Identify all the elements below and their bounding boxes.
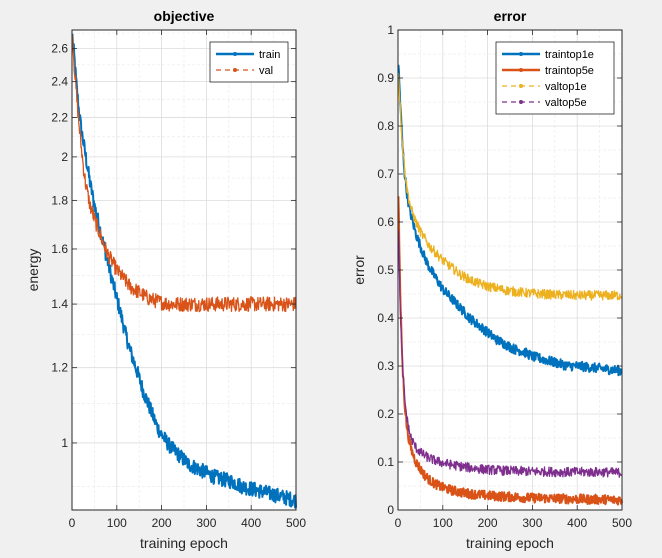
x-tick-label: 0: [69, 516, 76, 530]
chart-title: error: [494, 8, 527, 24]
legend: train val: [209, 41, 289, 83]
legend-label: val: [259, 65, 273, 77]
y-tick-label: 1.8: [51, 193, 68, 207]
series-group: [71, 33, 297, 509]
x-tick-label: 100: [433, 516, 453, 530]
legend-item: traintop5e: [502, 65, 594, 77]
y-tick-label: 0.5: [377, 263, 394, 277]
grid: [71, 30, 297, 510]
legend-label: valtop1e: [545, 81, 587, 93]
y-tick-label: 0.3: [377, 359, 394, 373]
series-line-traintop5e: [397, 196, 623, 506]
y-tick-label: 0.1: [377, 455, 394, 469]
y-tick-label: 1: [61, 436, 68, 450]
legend-item: traintop1e: [502, 49, 594, 61]
legend-marker: [519, 68, 523, 72]
chart-title: objective: [154, 8, 215, 24]
legend-item: valtop5e: [502, 97, 587, 109]
y-tick-label: 0.7: [377, 167, 394, 181]
series-line-traintop1e: [397, 64, 623, 377]
y-tick-label: 1.2: [51, 361, 68, 375]
axes-0: 0 100 200 300 400 500 1 1.2 1.4 1.6 1.8 2 2.2 2.4 2.6 o…: [25, 8, 306, 551]
legend: traintop1e traintop5e valtop1e valtop5e: [495, 41, 615, 115]
y-tick-label: 1.4: [51, 297, 68, 311]
y-tick-label: 2.2: [51, 111, 68, 125]
x-axis-label: training epoch: [466, 535, 554, 551]
x-tick-label: 500: [612, 516, 632, 530]
legend-label: valtop5e: [545, 97, 587, 109]
series-group: [397, 64, 623, 506]
y-tick-label: 2.4: [51, 75, 68, 89]
x-tick-label: 200: [152, 516, 172, 530]
legend-marker: [233, 52, 237, 56]
legend-box: [209, 41, 289, 83]
x-tick-label: 200: [478, 516, 498, 530]
legend-label: traintop5e: [545, 65, 594, 77]
legend-label: train: [259, 49, 280, 61]
y-tick-label: 2: [61, 150, 68, 164]
series-line-train: [71, 33, 297, 509]
legend-item: val: [216, 65, 273, 77]
series-line-valtop5e: [397, 230, 623, 478]
legend-marker: [233, 68, 237, 72]
y-tick-label: 0.9: [377, 71, 394, 85]
legend-marker: [519, 52, 523, 56]
y-tick-label: 0.6: [377, 215, 394, 229]
y-tick-label: 1: [387, 23, 394, 37]
x-tick-label: 400: [241, 516, 261, 530]
series-line-valtop1e: [397, 72, 623, 301]
ticks: 0 100 200 300 400 500 1 1.2 1.4 1.6 1.8 2 2.2 2.4 2.6: [51, 30, 306, 530]
x-tick-label: 500: [286, 516, 306, 530]
x-tick-label: 100: [107, 516, 127, 530]
x-tick-label: 400: [567, 516, 587, 530]
x-axis-label: training epoch: [140, 535, 228, 551]
axes-1: 0 100 200 300 400 500 0 0.1 0.2 0.3 0.4 0.5 0.6 0.7 0.…: [351, 8, 632, 551]
legend-label: traintop1e: [545, 49, 594, 61]
legend-marker: [519, 100, 523, 104]
x-tick-label: 300: [522, 516, 542, 530]
series-line-val: [71, 34, 297, 313]
legend-marker: [519, 84, 523, 88]
y-axis-label: energy: [25, 249, 41, 292]
y-tick-label: 0.2: [377, 407, 394, 421]
ticks: 0 100 200 300 400 500 0 0.1 0.2 0.3 0.4 0.5 0.6 0.7 0.…: [377, 23, 632, 530]
x-tick-label: 300: [196, 516, 216, 530]
y-axis-label: error: [351, 255, 367, 285]
axes-box: [71, 29, 297, 511]
y-tick-label: 1.6: [51, 242, 68, 256]
y-tick-label: 0.8: [377, 119, 394, 133]
y-tick-label: 0.4: [377, 311, 394, 325]
legend-item: train: [216, 49, 280, 61]
x-tick-label: 0: [395, 516, 402, 530]
y-tick-label: 2.6: [51, 42, 68, 56]
y-tick-label: 0: [387, 503, 394, 517]
legend-item: valtop1e: [502, 81, 587, 93]
